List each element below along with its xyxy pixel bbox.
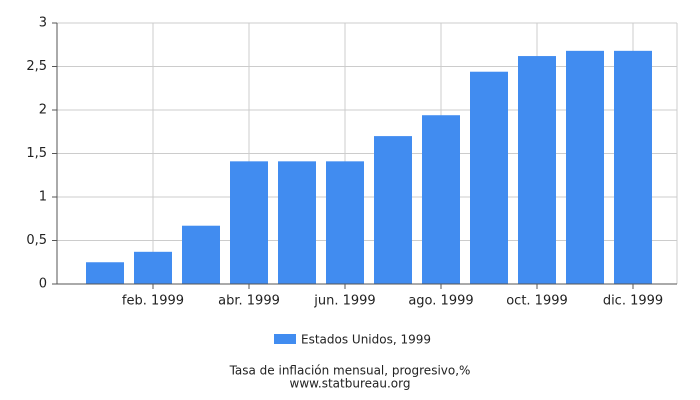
bar — [182, 225, 220, 284]
bar — [86, 262, 124, 284]
bar — [374, 136, 412, 284]
legend-swatch — [274, 334, 296, 344]
bar — [470, 71, 508, 284]
x-tick-label: ago. 1999 — [408, 294, 473, 309]
x-tick-label: jun. 1999 — [313, 294, 375, 309]
bar — [566, 50, 604, 285]
bar — [518, 56, 556, 285]
y-tick-label: 3 — [39, 16, 47, 31]
x-tick-label: feb. 1999 — [122, 294, 184, 309]
bar — [422, 115, 460, 284]
x-tick-label: oct. 1999 — [506, 294, 568, 309]
bar — [278, 161, 316, 284]
x-tick-label: dic. 1999 — [603, 294, 663, 309]
y-tick-label: 2,5 — [26, 59, 47, 74]
y-tick-label: 0 — [39, 277, 47, 292]
y-tick-label: 0,5 — [26, 233, 47, 248]
bar — [230, 161, 268, 284]
chart-subtitle: www.statbureau.org — [290, 377, 411, 391]
y-tick-label: 2 — [39, 103, 47, 118]
y-tick-label: 1,5 — [26, 146, 47, 161]
x-tick-label: abr. 1999 — [218, 294, 280, 309]
bar — [134, 251, 172, 284]
bar — [614, 50, 652, 285]
chart-title: Tasa de inflación mensual, progresivo,% — [229, 364, 471, 378]
legend-label: Estados Unidos, 1999 — [301, 333, 431, 347]
y-tick-label: 1 — [39, 190, 47, 205]
bar — [326, 161, 364, 284]
